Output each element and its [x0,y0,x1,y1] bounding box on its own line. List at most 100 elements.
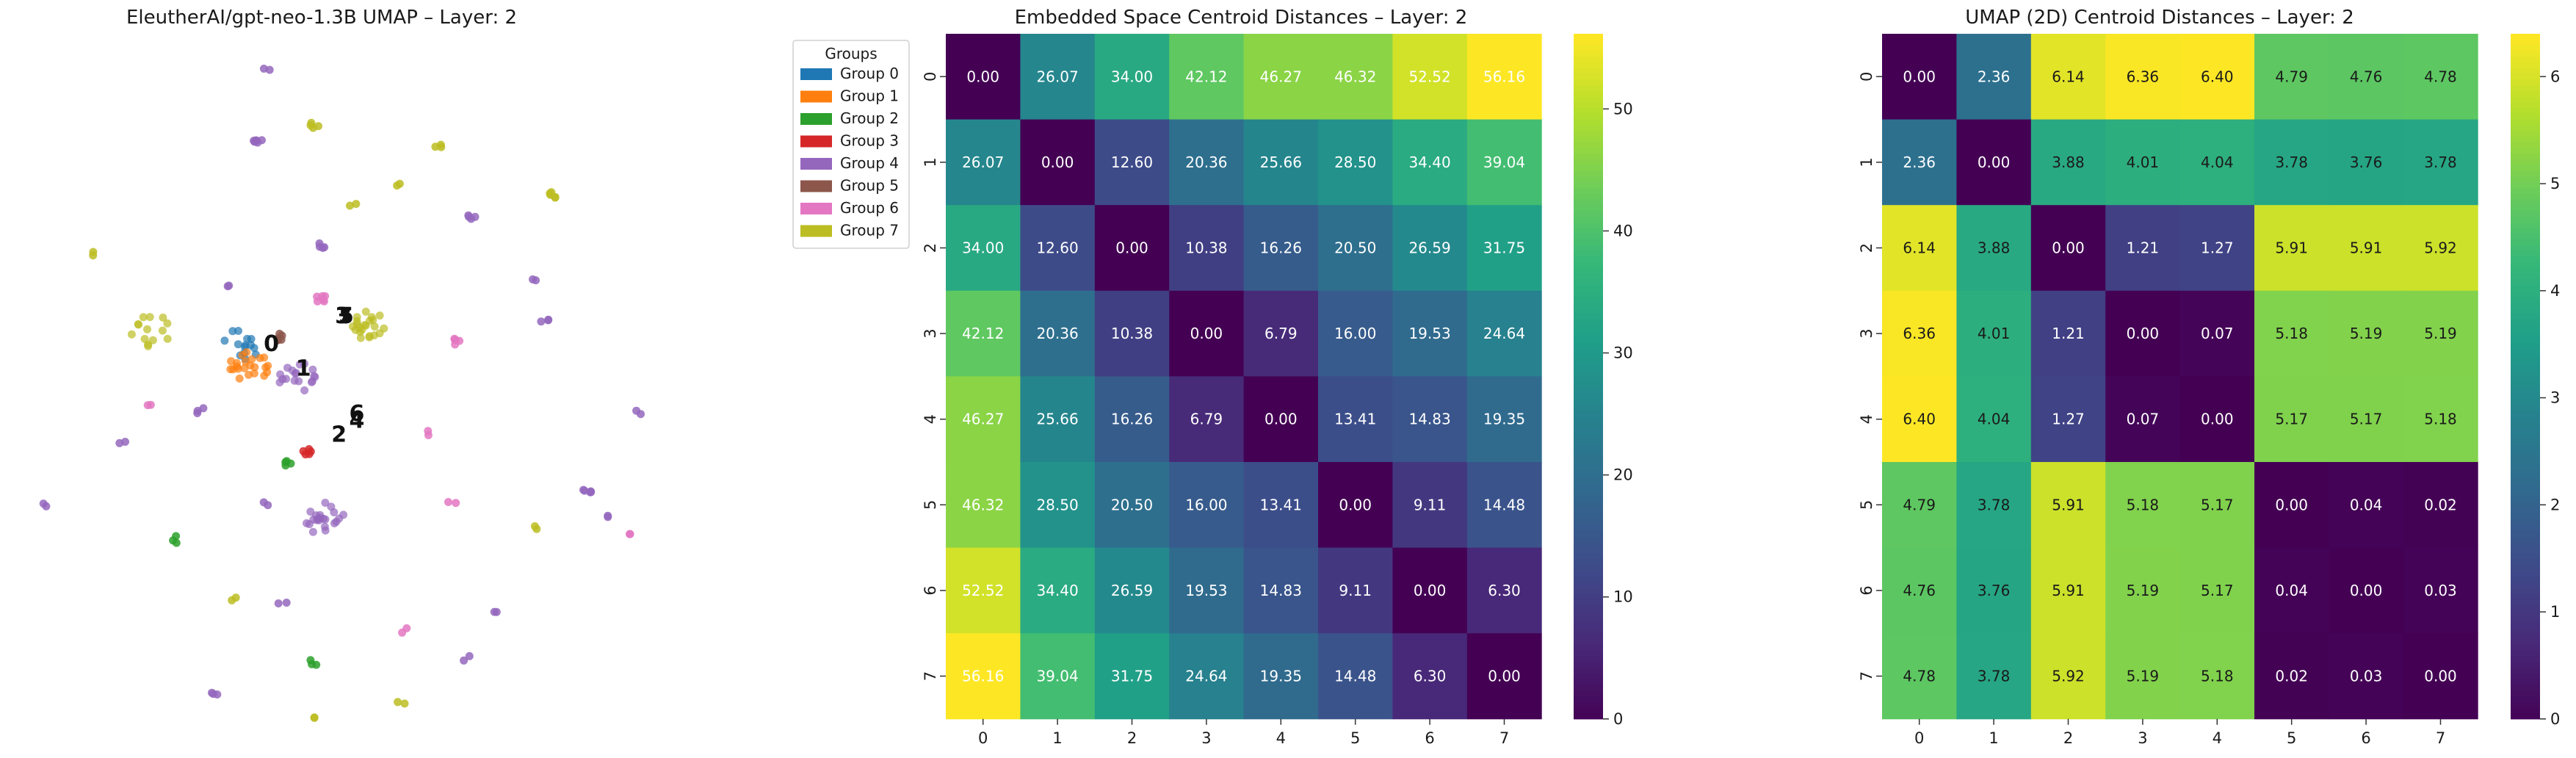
colorbar-gradient-band [1574,422,1603,428]
colorbar-gradient-band [1574,222,1603,228]
x-tick-label: 3 [2138,729,2147,747]
y-tick-label: 7 [1858,671,1875,681]
colorbar-gradient-band [2511,210,2540,217]
heatmap-cell [2403,376,2478,463]
colorbar-gradient-band [1574,450,1603,457]
y-tick-label: 2 [1858,243,1875,253]
scatter-point [370,322,379,331]
scatter-point [163,319,172,328]
heatmap-cell [2254,547,2329,634]
heatmap-value: 34.00 [1111,68,1153,85]
colorbar-gradient-band [2511,84,2540,92]
x-tick-label: 3 [1201,729,1211,747]
heatmap-cell [946,34,1021,120]
colorbar-gradient-band [2511,308,2540,314]
heatmap-cell [1020,547,1096,634]
scatter-point [193,406,202,415]
colorbar-gradient-band [1574,142,1603,149]
colorbar-gradient-band [1574,359,1603,366]
heatmap-cell [2105,290,2181,377]
heatmap-cell [1169,205,1245,292]
heatmap-value: 20.36 [1036,325,1078,342]
colorbar-gradient-band [1574,239,1603,246]
heatmap-cell [2179,462,2255,549]
heatmap-value: 3.78 [2424,154,2457,171]
scatter-point [234,340,242,349]
heatmap-cell [2105,633,2181,720]
colorbar-gradient-band [2511,570,2540,577]
heatmap-value: 3.88 [1978,239,2011,257]
heatmap-value: 25.66 [1036,411,1078,428]
colorbar-gradient-band [1574,547,1603,554]
heatmap-value: 6.30 [1488,582,1521,599]
colorbar-gradient-band [1574,638,1603,646]
heatmap-cell [1956,290,2032,377]
heatmap-value: 4.79 [2275,68,2308,85]
legend-swatch [800,90,832,103]
colorbar-gradient-band [2511,142,2540,149]
y-tick-label: 3 [1858,328,1875,338]
legend-swatch [800,113,832,125]
heatmap-value: 5.18 [2127,496,2160,513]
scatter-point [139,313,148,322]
y-tick-label: 0 [1858,72,1875,82]
heatmap-value: 46.27 [1260,68,1302,85]
heatmap-cell [2403,119,2478,206]
y-tick-label: 5 [1858,500,1875,510]
heatmap-value: 5.19 [2350,325,2383,342]
colorbar-gradient-band [1574,599,1603,605]
colorbar-gradient-band [2511,662,2540,668]
colorbar-gradient-band [2511,216,2540,223]
colorbar-gradient-band [2511,319,2540,326]
heatmap-value: 1.27 [2052,411,2085,428]
colorbar-gradient-band [2511,502,2540,508]
scatter-point [225,281,234,290]
umap-heatmap-ticks: 0 1 2 3 4 5 6 7 0 1 2 3 4 5 6 7 [1858,72,2445,747]
scatter-point [260,372,269,380]
scatter-point [551,192,560,201]
colorbar-gradient-band [2511,336,2540,343]
colorbar-gradient-band [2511,422,2540,428]
colorbar-gradient-band [1574,199,1603,206]
scatter-point [235,374,244,383]
heatmap-value: 16.00 [1334,325,1376,342]
scatter-point [172,532,181,541]
heatmap-value: 0.00 [1041,154,1074,171]
heatmap-cell [1956,34,2032,120]
x-tick-label: 2 [1127,729,1137,747]
x-tick-label: 5 [1350,729,1360,747]
colorbar-gradient-band [1574,616,1603,623]
heatmap-value: 0.07 [2201,325,2234,342]
heatmap-cell [2105,462,2181,549]
heatmap-value: 0.00 [1414,582,1447,599]
scatter-point [243,334,252,343]
heatmap-cell [1169,462,1245,549]
scatter-point [431,142,440,151]
scatter-point [300,386,309,394]
heatmap-value: 52.52 [962,582,1004,599]
scatter-point [402,624,411,632]
scatter-point [242,357,250,366]
colorbar-gradient-band [2511,638,2540,646]
colorbar-gradient-band [2511,438,2540,446]
scatter-point [140,335,149,343]
colorbar-gradient-band [1574,62,1603,69]
scatter-point [226,365,235,374]
scatter-point [276,370,285,379]
heatmap-cell [1882,462,1957,549]
colorbar-gradient-band [1574,696,1603,703]
colorbar-gradient-band [1574,205,1603,212]
heatmap-value: 34.00 [962,239,1004,257]
colorbar-gradient-band [2511,599,2540,605]
colorbar-gradient-band [2511,387,2540,394]
heatmap-value: 34.40 [1036,582,1078,599]
heatmap-cell [1956,547,2032,634]
colorbar-gradient-band [1574,273,1603,280]
colorbar-gradient-band [1574,416,1603,423]
colorbar-gradient-band [1574,685,1603,691]
colorbar-gradient-band [1574,530,1603,537]
heatmap-value: 6.36 [1903,325,1936,342]
colorbar-gradient-band [1574,456,1603,463]
colorbar-gradient-band [1574,159,1603,166]
colorbar-gradient-band [2511,582,2540,588]
